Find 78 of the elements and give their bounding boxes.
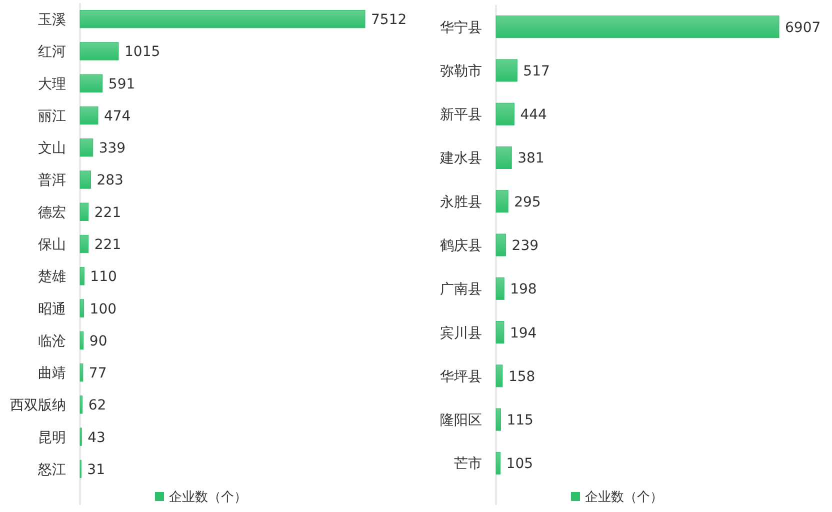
bar <box>80 42 119 60</box>
y-tick-label: 红河 <box>38 44 66 60</box>
data-label: 295 <box>514 194 541 210</box>
bar <box>80 363 84 382</box>
data-label: 444 <box>520 107 548 124</box>
data-label: 339 <box>98 140 126 157</box>
y-tick-label: 华宁县 <box>440 20 482 36</box>
data-label: 100 <box>90 301 117 318</box>
y-tick-label: 华坪县 <box>440 368 482 385</box>
y-tick-label: 芒市 <box>454 456 482 472</box>
y-tick-label: 曲靖 <box>38 366 66 382</box>
bar <box>496 452 501 474</box>
bar <box>496 102 514 126</box>
y-tick-label: 昆明 <box>38 430 66 446</box>
y-tick-label: 鹤庆县 <box>440 238 482 254</box>
y-tick-label: 隆阳区 <box>440 412 482 429</box>
data-label: 158 <box>508 368 536 385</box>
y-tick-label: 怒江 <box>37 462 66 478</box>
bar <box>496 364 503 388</box>
data-label: 283 <box>96 172 124 189</box>
bar <box>496 408 501 431</box>
bar <box>80 202 89 221</box>
legend-label: 企业数（个） <box>169 490 247 505</box>
bar <box>80 74 103 92</box>
y-tick-label: 临沧 <box>38 333 66 350</box>
y-tick-label: 丽江 <box>38 108 66 124</box>
data-label: 474 <box>104 108 131 124</box>
bar <box>496 321 504 344</box>
data-label: 381 <box>518 150 544 167</box>
bar <box>80 138 94 157</box>
bar <box>80 267 84 286</box>
data-label: 517 <box>523 63 550 80</box>
data-label: 31 <box>87 462 106 478</box>
bar <box>80 331 84 350</box>
y-tick-label: 玉溪 <box>38 12 66 28</box>
data-label: 1015 <box>124 44 160 60</box>
y-tick-label: 建水县 <box>439 150 482 167</box>
bar <box>80 10 366 28</box>
bar <box>496 146 512 169</box>
data-label: 6907 <box>785 20 821 36</box>
data-label: 77 <box>88 366 107 382</box>
y-tick-label: 楚雄 <box>38 269 66 286</box>
data-label: 194 <box>510 325 537 342</box>
y-tick-label: 广南县 <box>440 282 482 298</box>
data-label: 591 <box>108 76 136 92</box>
y-tick-label: 大理 <box>38 76 66 92</box>
data-label: 7512 <box>371 12 407 28</box>
data-label: 105 <box>506 456 534 472</box>
bar <box>496 59 518 82</box>
data-label: 198 <box>510 282 537 298</box>
data-label: 221 <box>94 237 122 253</box>
data-label: 221 <box>94 204 122 221</box>
bar <box>496 16 780 38</box>
y-tick-label: 普洱 <box>38 172 66 189</box>
bar <box>80 106 98 125</box>
data-label: 90 <box>89 333 108 350</box>
bar <box>80 299 84 318</box>
y-tick-label: 弥勒市 <box>440 63 482 80</box>
y-tick-label: 西双版纳 <box>10 398 66 414</box>
legend-label: 企业数（个） <box>585 490 663 505</box>
bar <box>80 234 89 254</box>
y-tick-label: 宾川县 <box>440 325 482 342</box>
y-tick-label: 德宏 <box>38 204 66 221</box>
y-tick-label: 新平县 <box>440 107 482 124</box>
y-tick-label: 文山 <box>38 140 66 157</box>
data-label: 43 <box>88 430 106 446</box>
bar <box>80 170 91 189</box>
data-label: 110 <box>90 269 117 286</box>
bar <box>496 190 508 213</box>
y-tick-label: 永胜县 <box>440 194 482 210</box>
y-tick-label: 昭通 <box>38 301 66 318</box>
data-label: 62 <box>88 398 106 414</box>
data-label: 239 <box>512 238 539 254</box>
data-label: 115 <box>506 412 534 429</box>
bar <box>80 396 83 414</box>
bar <box>496 234 506 256</box>
y-tick-label: 保山 <box>38 237 66 253</box>
bar <box>496 277 504 300</box>
